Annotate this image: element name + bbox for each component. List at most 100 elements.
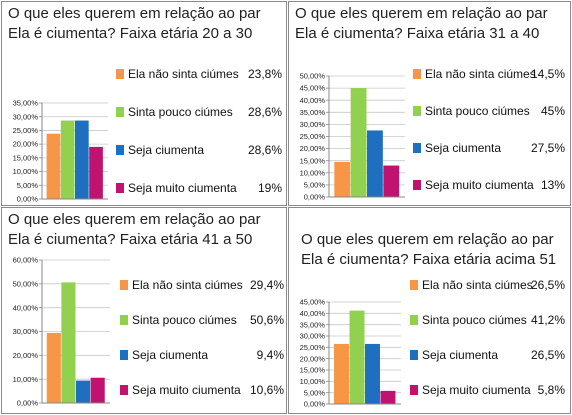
bar-ela-nao-sinta — [334, 343, 350, 404]
bar-seja-ciumenta — [367, 130, 383, 197]
y-tick-label: 30,00% — [13, 112, 39, 121]
legend-value: 19% — [257, 181, 282, 195]
bar-chart: 0,00% 5,00% 10,00% 15,00% 20,00% 25,00% 30,00%… — [300, 298, 401, 409]
y-tick-label: 25,00% — [300, 343, 326, 352]
legend-value: 28,6% — [247, 143, 282, 157]
legend-swatch — [120, 350, 128, 360]
bar-seja-ciumenta — [75, 120, 89, 199]
bar-chart: 0,00% 5,00% 10,00% 15,00% 20,00% 25,00% 30,00%… — [13, 99, 108, 204]
legend-swatch — [116, 107, 124, 117]
legend-value: 9,4% — [256, 348, 284, 362]
legend-item-seja-ciumenta: Seja ciumenta 27,5% — [413, 140, 565, 156]
y-tick-label: 0,00% — [304, 400, 326, 409]
legend-label: Ela não sinta ciúmes — [128, 67, 239, 81]
y-tick-label: 10,00% — [13, 375, 39, 384]
legend-swatch — [120, 315, 128, 325]
chart-panel-41-50: O que eles querem em relação ao par Ela … — [1, 207, 287, 414]
legend-item-sinta-pouco: Sinta pouco ciúmes 50,6% — [120, 312, 284, 328]
legend-item-ela-nao-sinta: Ela não sinta ciúmes 26,5% — [410, 277, 565, 293]
legend-label: Seja muito ciumenta — [422, 383, 531, 397]
legend-label: Seja muito ciumenta — [425, 178, 534, 192]
y-tick-label: 5,00% — [304, 181, 326, 190]
chart-legend: Ela não sinta ciúmes 14,5% Sinta pouco c… — [413, 66, 565, 193]
y-tick-label: 10,00% — [13, 167, 39, 176]
legend-label: Sinta pouco ciúmes — [128, 105, 233, 119]
bar-chart: 0,00% 10,00% 20,00% 30,00% 40,00% 50,00% 60,00… — [13, 256, 110, 408]
legend-value: 26,5% — [530, 278, 565, 292]
y-tick-label: 10,00% — [300, 377, 326, 386]
legend-label: Seja ciumenta — [128, 143, 205, 157]
legend-item-seja-muito: Seja muito ciumenta 19% — [116, 180, 282, 196]
y-tick-label: 15,00% — [13, 153, 39, 162]
y-tick-label: 30,00% — [13, 327, 39, 336]
legend-label: Seja ciumenta — [425, 141, 502, 155]
legend-label: Seja muito ciumenta — [132, 383, 241, 397]
y-tick-label: 20,00% — [300, 354, 326, 363]
chart-title: O que eles querem em relação ao par Ela … — [295, 5, 548, 42]
legend-item-sinta-pouco: Sinta pouco ciúmes 28,6% — [116, 104, 282, 120]
legend-swatch — [120, 385, 128, 395]
legend-item-seja-muito: Seja muito ciumenta 10,6% — [120, 382, 284, 398]
legend-item-sinta-pouco: Sinta pouco ciúmes 41,2% — [410, 312, 565, 328]
legend-value: 27,5% — [530, 141, 565, 155]
y-tick-label: 5,00% — [17, 181, 39, 190]
legend-label: Sinta pouco ciúmes — [422, 313, 527, 327]
legend-value: 10,6% — [249, 383, 284, 397]
chart-panel-acima-51: O que eles querem em relação ao par Ela … — [288, 207, 571, 414]
y-tick-label: 0,00% — [17, 195, 39, 204]
legend-swatch — [413, 106, 421, 116]
legend-swatch — [116, 69, 124, 79]
legend-item-seja-ciumenta: Seja ciumenta 9,4% — [120, 347, 284, 363]
bar-chart: 0,00% 5,00% 10,00% 15,00% 20,00% 25,00% 30,00%… — [300, 72, 405, 202]
legend-value: 5,8% — [537, 383, 565, 397]
y-tick-label: 50,00% — [13, 279, 39, 288]
chart-panel-20-30: O que eles querem em relação ao par Ela … — [1, 1, 287, 206]
legend-label: Seja ciumenta — [132, 348, 209, 362]
bar-sinta-pouco — [349, 310, 365, 404]
legend-swatch — [116, 183, 124, 193]
legend-label: Ela não sinta ciúmes — [132, 278, 243, 292]
y-tick-label: 40,00% — [300, 96, 326, 105]
legend-item-ela-nao-sinta: Ela não sinta ciúmes 29,4% — [120, 277, 284, 293]
legend-value: 13% — [540, 178, 565, 192]
y-tick-label: 0,00% — [17, 399, 39, 408]
bar-seja-muito — [383, 165, 400, 197]
y-tick-label: 45,00% — [300, 298, 326, 307]
legend-value: 14,5% — [530, 67, 565, 81]
y-tick-label: 0,00% — [304, 193, 326, 202]
bar-sinta-pouco — [350, 88, 367, 197]
legend-swatch — [413, 143, 421, 153]
y-tick-label: 30,00% — [300, 332, 326, 341]
legend-label: Seja muito ciumenta — [128, 181, 237, 195]
legend-item-seja-muito: Seja muito ciumenta 13% — [413, 177, 565, 193]
legend-value: 23,8% — [247, 67, 282, 81]
y-tick-label: 35,00% — [300, 108, 326, 117]
legend-value: 29,4% — [249, 278, 284, 292]
bar-seja-muito — [90, 377, 105, 403]
legend-value: 41,2% — [530, 313, 565, 327]
legend-swatch — [410, 315, 418, 325]
legend-value: 45% — [540, 104, 565, 118]
y-tick-label: 45,00% — [300, 84, 326, 93]
y-tick-label: 40,00% — [300, 309, 326, 318]
chart-title: O que eles querem em relação ao par Ela … — [8, 5, 261, 42]
bar-sinta-pouco — [61, 282, 76, 403]
y-tick-label: 35,00% — [300, 320, 326, 329]
chart-legend: Ela não sinta ciúmes 23,8% Sinta pouco c… — [116, 66, 282, 196]
y-tick-label: 5,00% — [304, 388, 326, 397]
y-tick-label: 15,00% — [300, 156, 326, 165]
legend-item-sinta-pouco: Sinta pouco ciúmes 45% — [413, 103, 565, 119]
legend-item-ela-nao-sinta: Ela não sinta ciúmes 23,8% — [116, 66, 282, 82]
bar-ela-nao-sinta — [334, 161, 351, 197]
legend-item-seja-ciumenta: Seja ciumenta 28,6% — [116, 142, 282, 158]
legend-value: 28,6% — [247, 105, 282, 119]
legend-swatch — [116, 145, 124, 155]
legend-label: Seja ciumenta — [422, 348, 499, 362]
bar-ela-nao-sinta — [46, 133, 61, 199]
y-tick-label: 50,00% — [300, 72, 326, 81]
y-tick-label: 20,00% — [13, 140, 39, 149]
y-tick-label: 25,00% — [300, 132, 326, 141]
legend-swatch — [410, 385, 418, 395]
chart-title: O que eles querem em relação ao par Ela … — [8, 211, 261, 248]
legend-swatch — [410, 350, 418, 360]
